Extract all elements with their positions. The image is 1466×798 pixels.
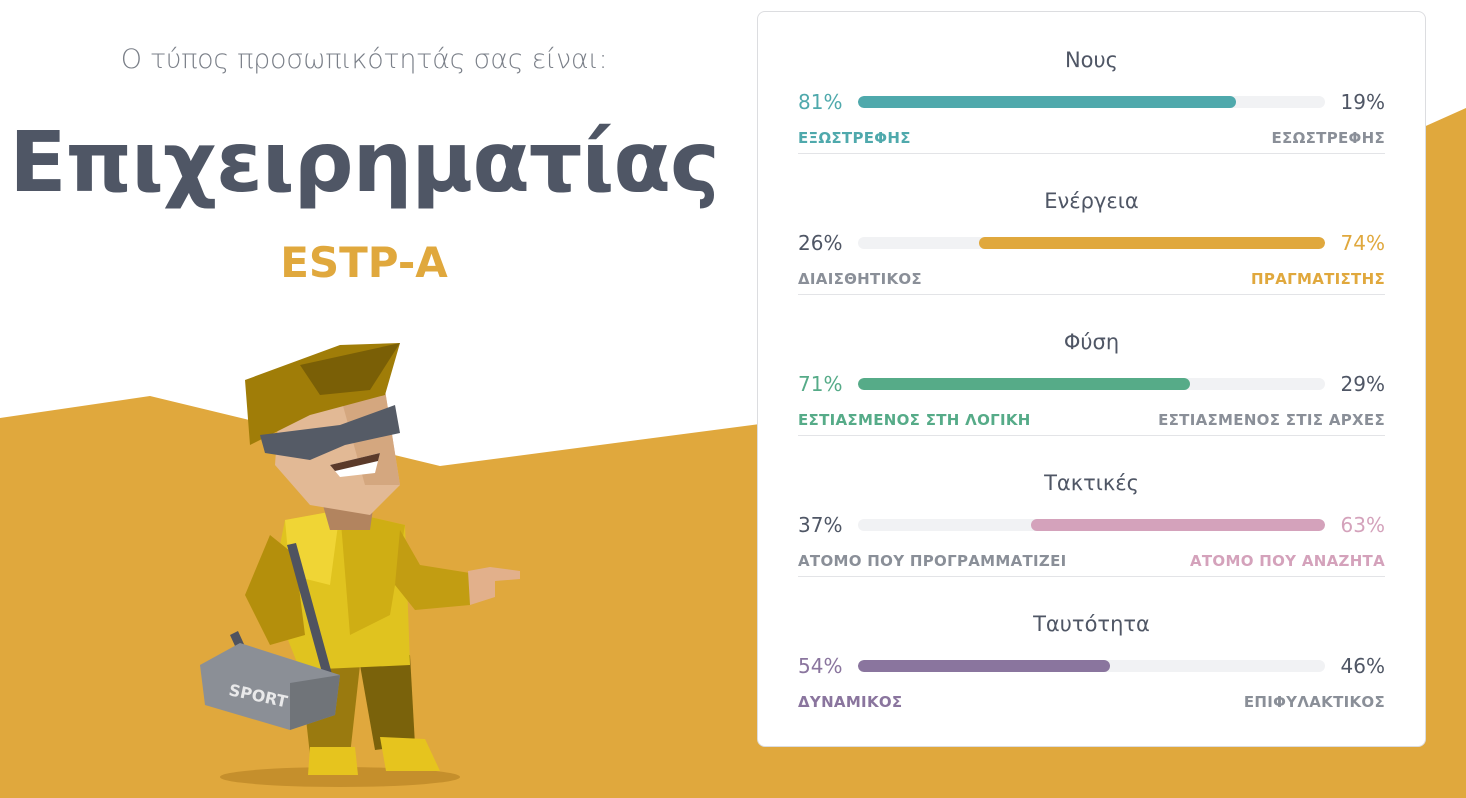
trait-row: Νους 81% 19% ΕΞΩΣΤΡΕΦΗΣ ΕΣΩΣΤΡΕΦΗΣ (798, 12, 1385, 153)
trait-left-percent: 71% (798, 372, 843, 396)
trait-row: Φύση 71% 29% ΕΣΤΙΑΣΜΕΝΟΣ ΣΤΗ ΛΟΓΙΚΗ ΕΣΤΙΑΣΜΕ… (798, 294, 1385, 435)
trait-title: Νους (1064, 48, 1119, 72)
trait-left-label: ΕΞΩΣΤΡΕΦΗΣ (798, 129, 911, 147)
trait-title: Φύση (1063, 330, 1120, 354)
trait-progress-fill (858, 96, 1237, 108)
trait-left-percent: 26% (798, 231, 843, 255)
trait-left-label: ΔΥΝΑΜΙΚΟΣ (798, 693, 903, 711)
trait-right-percent: 19% (1340, 90, 1385, 114)
intro-text: Ο τύπος προσωπικότητάς σας είναι: (120, 44, 608, 75)
entrepreneur-character-illustration: SPORT (200, 343, 520, 787)
trait-right-label: ΕΠΙΦΥΛΑΚΤΙΚΟΣ (1243, 693, 1385, 711)
trait-left-percent: 37% (798, 513, 843, 537)
trait-progress-fill (979, 237, 1325, 249)
trait-progress-fill (858, 378, 1190, 390)
trait-row: Τακτικές 37% 63% ΑΤΟΜΟ ΠΟΥ ΠΡΟΓΡΑΜΜΑΤΙΖΕΙ ΑΤ… (798, 435, 1385, 576)
trait-progress-bar (858, 519, 1325, 531)
trait-left-label: ΑΤΟΜΟ ΠΟΥ ΠΡΟΓΡΑΜΜΑΤΙΖΕΙ (798, 552, 1067, 570)
trait-progress-fill (858, 660, 1111, 672)
trait-left-percent: 54% (798, 654, 843, 678)
trait-progress-bar (858, 378, 1325, 390)
trait-progress-bar (858, 237, 1325, 249)
trait-row: Ενέργεια 26% 74% ΔΙΑΙΣΘΗΤΙΚΟΣ ΠΡΑΓΜΑΤΙΣΤΗΣ (798, 153, 1385, 294)
trait-row: Ταυτότητα 54% 46% ΔΥΝΑΜΙΚΟΣ ΕΠΙΦΥΛΑΚΤΙΚΟΣ (798, 576, 1385, 717)
trait-right-label: ΠΡΑΓΜΑΤΙΣΤΗΣ (1251, 270, 1385, 288)
trait-right-percent: 74% (1340, 231, 1385, 255)
trait-title: Ενέργεια (1044, 189, 1139, 213)
trait-title: Ταυτότητα (1033, 612, 1150, 636)
trait-right-percent: 29% (1340, 372, 1385, 396)
trait-right-percent: 63% (1340, 513, 1385, 537)
trait-right-percent: 46% (1340, 654, 1385, 678)
traits-card: Νους 81% 19% ΕΞΩΣΤΡΕΦΗΣ ΕΣΩΣΤΡΕΦΗΣ Ενέργεια 26… (757, 11, 1426, 747)
trait-progress-bar (858, 96, 1325, 108)
trait-right-label: ΕΣΩΣΤΡΕΦΗΣ (1271, 129, 1385, 147)
trait-progress-bar (858, 660, 1325, 672)
trait-right-label: ΑΤΟΜΟ ΠΟΥ ΑΝΑΖΗΤΑ (1189, 552, 1385, 570)
trait-left-label: ΔΙΑΙΣΘΗΤΙΚΟΣ (798, 270, 922, 288)
trait-left-percent: 81% (798, 90, 843, 114)
personality-type-name: Επιχειρηματίας (9, 113, 720, 211)
personality-type-code: ESTP-A (280, 238, 448, 287)
trait-right-label: ΕΣΤΙΑΣΜΕΝΟΣ ΣΤΙΣ ΑΡΧΕΣ (1158, 411, 1385, 429)
trait-title: Τακτικές (1044, 471, 1139, 495)
trait-left-label: ΕΣΤΙΑΣΜΕΝΟΣ ΣΤΗ ΛΟΓΙΚΗ (798, 411, 1031, 429)
trait-progress-fill (1030, 519, 1325, 531)
